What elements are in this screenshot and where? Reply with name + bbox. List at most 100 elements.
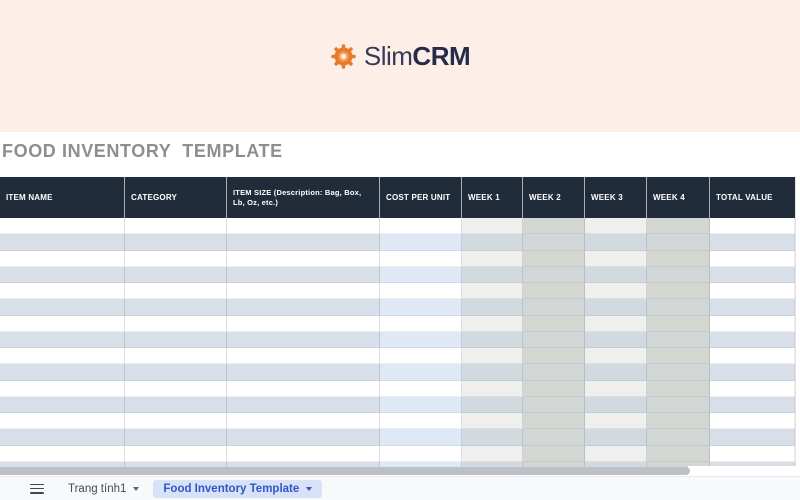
table-cell[interactable] (523, 380, 585, 397)
table-cell[interactable] (227, 396, 380, 413)
table-cell[interactable] (462, 283, 523, 300)
table-cell[interactable] (0, 348, 125, 365)
table-cell[interactable] (647, 429, 710, 446)
table-cell[interactable] (227, 364, 380, 381)
table-cell[interactable] (380, 364, 462, 381)
table-cell[interactable] (647, 331, 710, 348)
table-cell[interactable] (523, 315, 585, 332)
table-cell[interactable] (462, 396, 523, 413)
table-cell[interactable] (523, 299, 585, 316)
table-cell[interactable] (227, 250, 380, 267)
table-cell[interactable] (647, 299, 710, 316)
table-cell[interactable] (710, 364, 795, 381)
table-cell[interactable] (710, 234, 795, 251)
table-cell[interactable] (647, 413, 710, 430)
table-cell[interactable] (523, 348, 585, 365)
table-cell[interactable] (0, 266, 125, 283)
table-cell[interactable] (710, 315, 795, 332)
table-cell[interactable] (710, 445, 795, 462)
table-cell[interactable] (125, 445, 227, 462)
table-cell[interactable] (647, 380, 710, 397)
table-cell[interactable] (0, 396, 125, 413)
table-cell[interactable] (380, 396, 462, 413)
table-cell[interactable] (0, 283, 125, 300)
table-cell[interactable] (125, 331, 227, 348)
table-cell[interactable] (710, 331, 795, 348)
table-cell[interactable] (585, 299, 647, 316)
table-cell[interactable] (710, 429, 795, 446)
table-cell[interactable] (0, 445, 125, 462)
table-cell[interactable] (647, 266, 710, 283)
table-cell[interactable] (462, 218, 523, 235)
all-sheets-menu-button[interactable] (30, 483, 44, 494)
table-cell[interactable] (380, 445, 462, 462)
table-cell[interactable] (585, 283, 647, 300)
table-cell[interactable] (227, 445, 380, 462)
table-cell[interactable] (523, 364, 585, 381)
table-cell[interactable] (125, 429, 227, 446)
table-cell[interactable] (523, 250, 585, 267)
table-cell[interactable] (710, 396, 795, 413)
table-cell[interactable] (125, 364, 227, 381)
table-cell[interactable] (585, 380, 647, 397)
table-cell[interactable] (227, 283, 380, 300)
table-cell[interactable] (0, 218, 125, 235)
table-cell[interactable] (0, 380, 125, 397)
table-cell[interactable] (227, 461, 380, 470)
table-cell[interactable] (523, 283, 585, 300)
table-cell[interactable] (462, 250, 523, 267)
table-cell[interactable] (125, 396, 227, 413)
column-header-item-size[interactable]: ITEM SIZE (Description: Bag, Box, Lb, Oz… (227, 177, 380, 218)
table-cell[interactable] (0, 364, 125, 381)
table-cell[interactable] (125, 234, 227, 251)
table-cell[interactable] (710, 266, 795, 283)
table-cell[interactable] (710, 413, 795, 430)
h-scrollbar-thumb[interactable] (0, 467, 690, 475)
table-cell[interactable] (125, 283, 227, 300)
column-header-week-4[interactable]: WEEK 4 (647, 177, 710, 218)
table-cell[interactable] (380, 299, 462, 316)
table-cell[interactable] (523, 218, 585, 235)
table-cell[interactable] (585, 250, 647, 267)
table-cell[interactable] (380, 331, 462, 348)
table-cell[interactable] (647, 364, 710, 381)
table-cell[interactable] (380, 315, 462, 332)
table-cell[interactable] (380, 266, 462, 283)
table-cell[interactable] (710, 348, 795, 365)
table-cell[interactable] (647, 461, 710, 470)
table-cell[interactable] (585, 218, 647, 235)
table-cell[interactable] (523, 331, 585, 348)
table-cell[interactable] (462, 429, 523, 446)
table-cell[interactable] (380, 348, 462, 365)
table-cell[interactable] (125, 461, 227, 470)
table-cell[interactable] (647, 250, 710, 267)
table-cell[interactable] (0, 429, 125, 446)
table-cell[interactable] (585, 348, 647, 365)
table-cell[interactable] (227, 234, 380, 251)
table-cell[interactable] (585, 445, 647, 462)
table-cell[interactable] (462, 234, 523, 251)
table-cell[interactable] (710, 299, 795, 316)
column-header-cost-per-unit[interactable]: COST PER UNIT (380, 177, 462, 218)
table-cell[interactable] (647, 348, 710, 365)
table-cell[interactable] (227, 348, 380, 365)
table-cell[interactable] (523, 445, 585, 462)
table-cell[interactable] (125, 348, 227, 365)
table-cell[interactable] (227, 266, 380, 283)
tab-trang-tinh1[interactable]: Trang tính1 (58, 480, 149, 498)
tab-food-inventory-template[interactable]: Food Inventory Template (153, 479, 323, 498)
table-cell[interactable] (380, 380, 462, 397)
table-cell[interactable] (125, 266, 227, 283)
table-cell[interactable] (0, 299, 125, 316)
table-cell[interactable] (585, 413, 647, 430)
table-cell[interactable] (647, 445, 710, 462)
table-cell[interactable] (125, 315, 227, 332)
table-cell[interactable] (462, 364, 523, 381)
table-cell[interactable] (462, 315, 523, 332)
table-cell[interactable] (710, 461, 795, 470)
column-header-item-name[interactable]: ITEM NAME (0, 177, 125, 218)
column-header-week-2[interactable]: WEEK 2 (523, 177, 585, 218)
table-cell[interactable] (647, 218, 710, 235)
table-cell[interactable] (0, 250, 125, 267)
table-cell[interactable] (710, 250, 795, 267)
